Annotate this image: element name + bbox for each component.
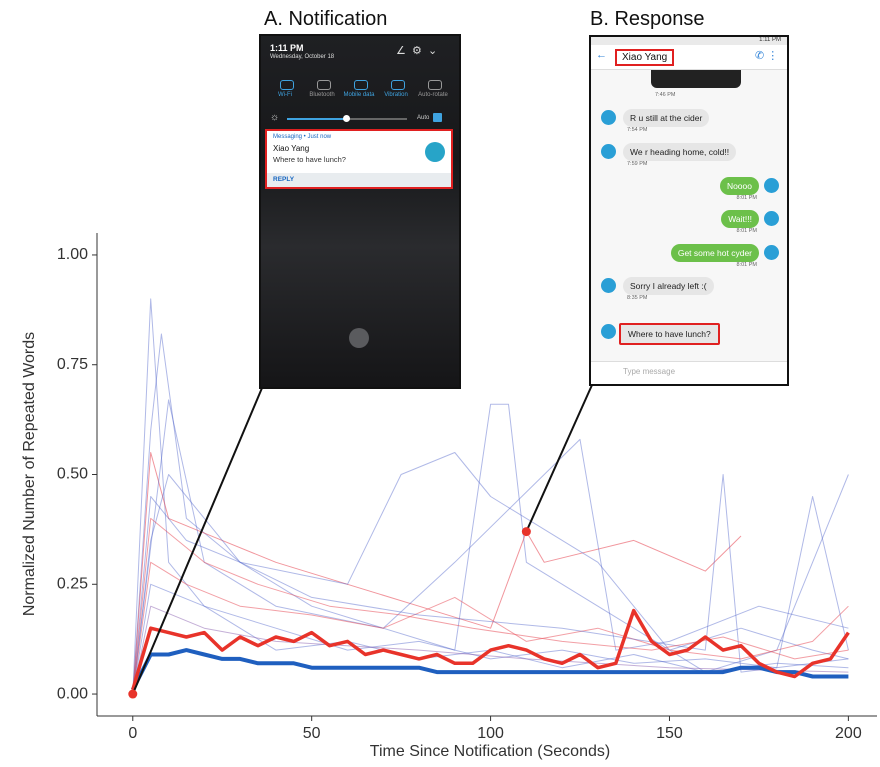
message-bubble: Get some hot cyder [670,244,759,262]
status-time: 1:11 PM [759,37,781,43]
message-bubble: Wait!!! [721,210,759,228]
notification-card: Messaging • Just now Xiao Yang Where to … [265,129,453,189]
avatar [764,178,779,193]
y-axis-title: Normalized Number of Repeated Words [21,332,38,616]
back-arrow: ← [596,49,607,61]
series-line [132,561,849,695]
toggle-icon [391,80,405,90]
reply-bar [267,173,451,187]
brightness-icon: ☼ [270,112,280,123]
image-message [651,70,741,88]
avatar [764,211,779,226]
contact-name: Xiao Yang [615,49,675,66]
toggle-label: Bluetooth [309,92,335,98]
y-tick-label: 0.75 [57,356,88,373]
auto-label: Auto [417,115,430,121]
message-time: 8:01 PM [736,228,757,234]
toggle-icon [428,80,442,90]
x-tick-label: 150 [656,725,683,742]
series-line [131,648,849,691]
connector [131,387,263,695]
message-bubble: Where to have lunch? [619,323,720,345]
response-screenshot: 1:11 PM ← Xiao Yang ✆ ⋮ 7:46 PM R u stil… [589,35,789,386]
y-tick-label: 0.25 [57,575,88,592]
y-tick-label: 0.50 [57,466,88,483]
avatar [601,110,616,125]
avatar [601,144,616,159]
inset-title: B. Response [590,8,705,30]
x-tick-label: 100 [477,725,504,742]
avatar [764,245,779,260]
message-time: 7:46 PM [655,92,676,98]
avatar [601,324,616,339]
toggle-icon [354,80,368,90]
x-tick-label: 0 [128,725,137,742]
message-time: 8:35 PM [627,295,648,301]
message-bubble: Sorry I already left :( [623,277,714,295]
message-time: 7:59 PM [627,161,648,167]
x-tick-label: 50 [303,725,321,742]
status-time: 1:11 PM [270,43,304,53]
message: Where to have lunch? [273,155,346,164]
slider-knob [343,115,350,122]
message-bubble: We r heading home, cold!! [623,143,737,161]
connector [525,384,593,532]
sender: Xiao Yang [273,144,310,153]
message-bubble: R u still at the cider [623,109,710,127]
message-time: 8:01 PM [736,195,757,201]
message-time: 8:01 PM [736,262,757,268]
toggle-label: Wi-Fi [278,92,292,98]
message-time: 7:54 PM [627,127,648,133]
trash-button [349,328,369,348]
toggle-label: Mobile data [343,92,375,98]
series-line [132,452,742,695]
toggle-icon [280,80,294,90]
series-line [132,517,849,695]
avatar [425,142,445,162]
series-line [132,605,849,695]
highlight-point [521,527,531,537]
toggle-label: Auto-rotate [418,92,448,98]
toggle-icon [317,80,331,90]
series-line [132,399,849,695]
message-bubble: Noooo [719,177,759,195]
status-date: Wednesday, October 18 [270,54,335,60]
y-tick-label: 1.00 [57,246,88,263]
notification-screenshot: 1:11 PM Wednesday, October 18 ∠ ⚙ ⌄ Wi-F… [259,34,461,389]
status-bar [591,37,787,45]
x-tick-label: 200 [835,725,862,742]
series-line [132,333,849,695]
series-line [132,496,849,695]
series-line [131,608,850,691]
input-bar [591,361,787,384]
input-placeholder: Type message [623,367,676,376]
y-tick-label: 0.00 [57,685,88,702]
checkbox [433,113,442,122]
highlight-point [128,689,138,699]
toggle-label: Vibration [384,92,408,98]
call-icon: ✆ ⋮ [755,50,779,62]
reply-button: REPLY [273,176,295,183]
inset-title: A. Notification [264,8,388,30]
avatar [601,278,616,293]
app-label: Messaging • Just now [273,134,332,140]
series-line [132,474,849,695]
header-icons: ∠ ⚙ ⌄ [396,45,438,57]
x-axis-title: Time Since Notification (Seconds) [370,743,610,760]
